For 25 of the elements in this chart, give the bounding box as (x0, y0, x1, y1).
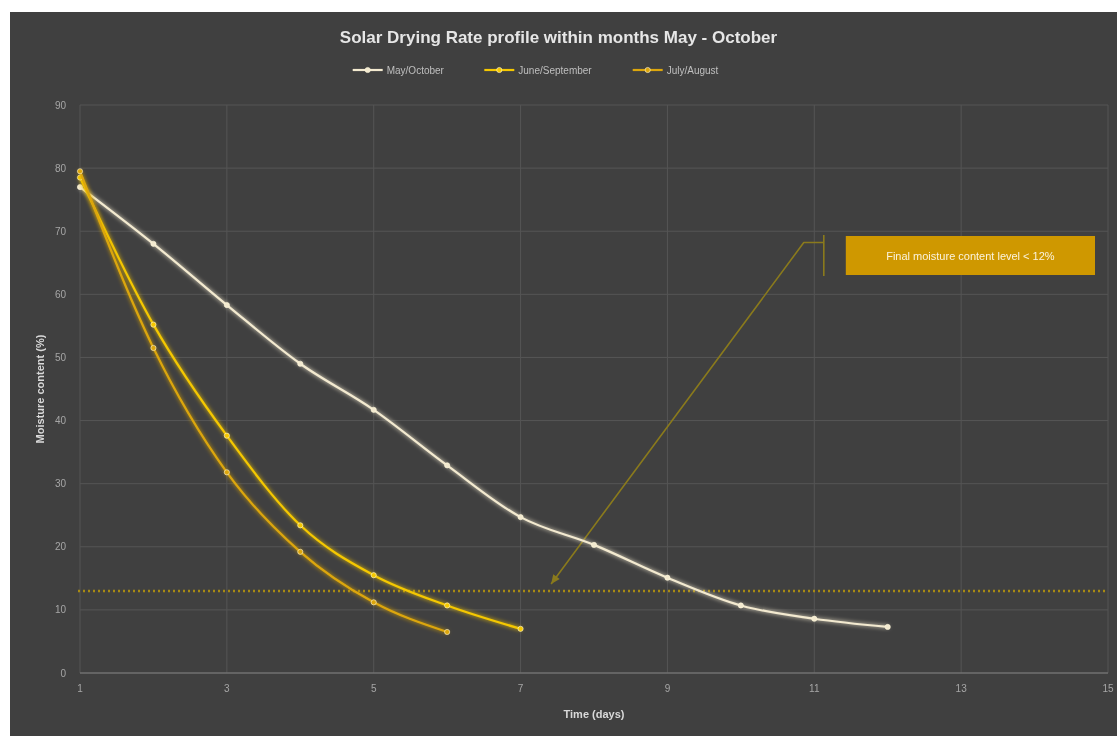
y-tick-label: 10 (54, 604, 67, 616)
x-tick-label: 13 (955, 683, 968, 694)
y-axis-title: Moisture content (%) (34, 334, 46, 444)
y-tick-label: 20 (54, 541, 67, 553)
x-tick-label: 3 (224, 683, 231, 694)
y-tick-label: 50 (54, 351, 67, 363)
y-tick-label: 40 (54, 415, 67, 427)
y-tick-label: 0 (60, 667, 67, 679)
x-tick-label: 15 (1102, 683, 1114, 694)
y-tick-label: 90 (54, 99, 67, 111)
annotation: Final moisture content level < 12% (886, 249, 1055, 262)
y-tick-label: 80 (54, 162, 67, 174)
legend-label: June/September (518, 64, 593, 76)
x-tick-label: 11 (809, 683, 820, 694)
x-tick-label: 9 (664, 683, 671, 694)
x-axis-title: Time (days) (563, 708, 625, 720)
legend-label: May/October (386, 64, 445, 76)
x-tick-label: 7 (517, 683, 524, 694)
x-tick-label: 5 (370, 683, 377, 694)
chart-title: Solar Drying Rate profile within months May - October (339, 28, 778, 47)
y-tick-label: 70 (54, 225, 67, 237)
x-tick-label: 1 (77, 683, 84, 694)
legend-label: July/August (666, 64, 719, 76)
y-tick-label: 30 (54, 478, 67, 490)
y-tick-label: 60 (54, 288, 67, 300)
